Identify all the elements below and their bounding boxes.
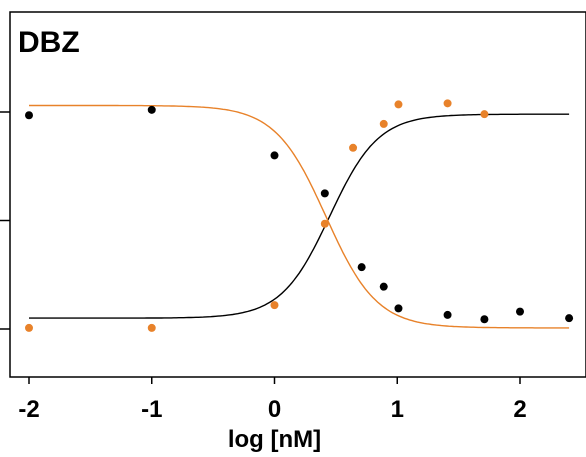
data-point-series-2 [320, 219, 329, 228]
x-tick-label: 0 [268, 396, 281, 423]
x-tick-label: -1 [141, 396, 162, 423]
x-tick-label: 2 [513, 396, 526, 423]
data-point-series-2 [349, 143, 358, 152]
fit-curves [29, 104, 570, 329]
data-point-series-1 [147, 105, 156, 114]
data-point-series-1 [320, 189, 329, 198]
fit-curve-1 [29, 113, 570, 319]
data-point-series-2 [443, 99, 452, 108]
data-points [25, 99, 574, 332]
chart-title: DBZ [18, 26, 80, 59]
data-point-series-1 [565, 314, 574, 323]
data-point-series-2 [270, 301, 279, 310]
data-point-series-2 [25, 323, 33, 332]
data-point-series-1 [516, 307, 524, 316]
x-tick-label: -2 [18, 396, 39, 423]
plot-frame [9, 11, 586, 378]
data-point-series-2 [379, 119, 388, 128]
data-point-series-1 [394, 304, 403, 313]
data-point-series-1 [443, 310, 452, 319]
y-ticks [0, 111, 10, 330]
data-point-series-1 [379, 282, 388, 291]
data-point-series-1 [25, 111, 33, 120]
data-point-series-2 [480, 110, 489, 119]
data-point-series-1 [270, 151, 279, 160]
x-axis-label: log [nM] [228, 426, 321, 453]
data-point-series-1 [480, 315, 489, 324]
x-ticks: -2 -1 0 1 2 [18, 377, 527, 423]
data-point-series-2 [394, 100, 403, 109]
x-tick-label: 1 [391, 396, 404, 423]
data-point-series-2 [147, 323, 156, 332]
fit-curve-2 [29, 104, 570, 329]
data-point-series-1 [357, 263, 366, 272]
